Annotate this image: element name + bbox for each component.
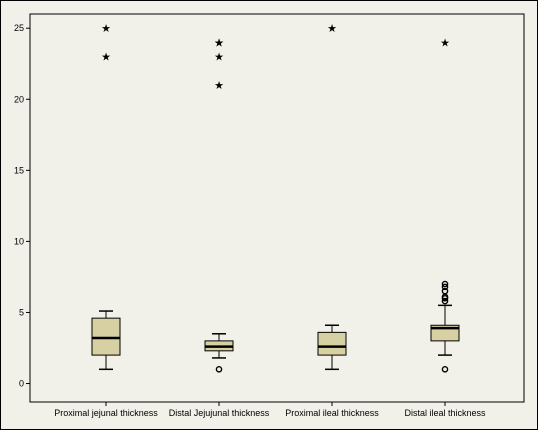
extreme-point: ★ xyxy=(101,51,111,64)
y-tick-label: 0 xyxy=(19,379,24,389)
extreme-point: ★ xyxy=(214,36,224,49)
outlier-point xyxy=(441,280,449,288)
y-tick-label: 5 xyxy=(19,307,24,317)
x-category-label: Distal ileal thickness xyxy=(404,408,486,418)
x-category-label: Proximal jejunal thickness xyxy=(54,408,158,418)
extreme-point: ★ xyxy=(101,22,111,35)
x-category-label: Proximal ileal thickness xyxy=(285,408,379,418)
outlier-point xyxy=(441,366,449,373)
outlier-point xyxy=(441,283,449,291)
outlier-point xyxy=(215,366,223,373)
y-tick-label: 25 xyxy=(14,23,24,33)
y-tick-label: 10 xyxy=(14,236,24,246)
outlier-point xyxy=(441,287,449,295)
extreme-point: ★ xyxy=(214,36,224,49)
outlier-point xyxy=(441,297,449,305)
extreme-point: ★ xyxy=(214,79,224,92)
y-tick-label: 20 xyxy=(14,94,24,104)
extreme-point: ★ xyxy=(214,51,224,64)
extreme-point: ★ xyxy=(440,36,450,49)
y-tick-label: 15 xyxy=(14,165,24,175)
box-iqr xyxy=(317,331,347,356)
box-iqr xyxy=(91,317,121,356)
extreme-point: ★ xyxy=(327,22,337,35)
x-category-label: Distal Jejujunal thickness xyxy=(169,408,270,418)
